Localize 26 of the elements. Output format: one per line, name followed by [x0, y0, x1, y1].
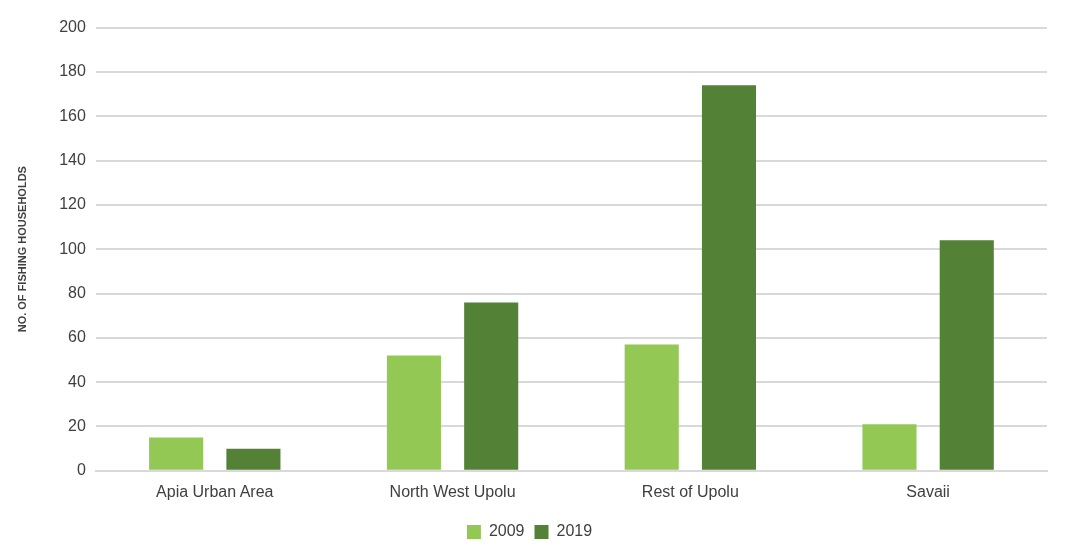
y-tick-label: 0 — [76, 461, 86, 479]
bar — [464, 302, 519, 470]
x-tick-label: North West Upolu — [389, 482, 516, 500]
bar — [624, 344, 679, 470]
y-tick-label: 40 — [68, 372, 86, 390]
bar — [701, 85, 757, 470]
bar — [862, 424, 917, 470]
y-tick-label: 120 — [59, 195, 86, 213]
bar — [226, 448, 281, 470]
y-tick-label: 160 — [59, 106, 86, 124]
x-tick-label: Savaii — [906, 482, 950, 500]
bar — [386, 355, 441, 470]
y-tick-label: 60 — [68, 328, 86, 346]
y-tick-label: 200 — [59, 18, 86, 36]
y-tick-label: 100 — [59, 239, 86, 257]
bar — [939, 240, 994, 470]
y-tick-label: 20 — [68, 416, 86, 434]
y-tick-label: 180 — [59, 62, 86, 80]
bar — [149, 437, 204, 470]
x-tick-label: Rest of Upolu — [641, 482, 739, 500]
legend-label: 2019 — [556, 522, 593, 540]
y-axis-title: NO. OF FISHING HOUSEHOLDS — [15, 166, 28, 333]
y-tick-label: 80 — [68, 283, 86, 301]
y-tick-label: 140 — [59, 150, 86, 168]
x-tick-label: Apia Urban Area — [156, 482, 274, 500]
legend-label: 2009 — [488, 522, 525, 540]
